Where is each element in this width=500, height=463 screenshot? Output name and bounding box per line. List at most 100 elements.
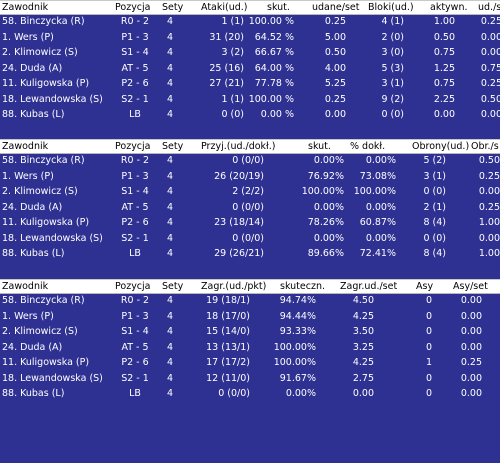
cell-sets: 4	[166, 310, 174, 322]
cell-accuracy: 0.00%	[365, 201, 396, 213]
table-row[interactable]: 58. Binczycka (R) R0 - 2 4 19 (18/1) 94.74% 4…	[0, 294, 500, 310]
cell-player-name: 58. Binczycka (R)	[2, 155, 85, 166]
cell-activity: 0.50	[433, 31, 455, 43]
cell-sets: 4	[166, 372, 174, 384]
table-row[interactable]: 1. Wers (P) P1 - 3 4 26 (20/19) 76.92% 73.08%…	[0, 170, 500, 186]
col-header-efficiency[interactable]: skut.	[267, 2, 290, 13]
cell-position: LB	[129, 248, 141, 259]
cell-aces: 0	[425, 388, 432, 399]
col-header-blocks-per-set[interactable]: ud./s	[478, 2, 500, 13]
cell-blocks-per-set: 0.00	[480, 31, 500, 43]
col-header-serves-per-set[interactable]: Zagr.ud./set	[340, 281, 398, 292]
cell-player-name: 24. Duda (A)	[2, 201, 63, 213]
table-row[interactable]: 24. Duda (A) AT - 5 4 13 (13/1) 100.00% 3.25 0…	[0, 341, 500, 357]
col-header-player[interactable]: Zawodnik	[2, 141, 49, 152]
cell-serves: 19 (18/1)	[206, 295, 250, 306]
table-row[interactable]: 18. Lewandowska (S) S2 - 1 4 12 (11/0) 91.67…	[0, 372, 500, 388]
reception-table: Zawodnik Pozycja Sety Przyj.(ud./dokł.) …	[0, 139, 500, 272]
col-header-digs-per-set[interactable]: Obr./s	[471, 141, 499, 152]
table-header[interactable]: Zawodnik Pozycja Sety Przyj.(ud./dokł.) …	[0, 139, 500, 154]
table-header[interactable]: Zawodnik Pozycja Sety Zagr.(ud./pkt) sku…	[0, 279, 500, 294]
cell-aces-per-set: 0.00	[460, 326, 482, 337]
table-row[interactable]: 2. Klimowicz (S) S1 - 4 4 3 (2) 66.67 % 0.50 3…	[0, 46, 500, 62]
cell-blocks: 2 (0)	[381, 31, 404, 43]
cell-sets: 4	[166, 31, 174, 43]
cell-sets: 4	[166, 186, 174, 197]
attack-table: Zawodnik Pozycja Sety Ataki(ud.) skut. u…	[0, 0, 500, 133]
cell-digs-per-set: 1.00	[478, 217, 500, 228]
table-row[interactable]: 1. Wers (P) P1 - 3 4 18 (17/0) 94.44% 4.25 0 0.…	[0, 310, 500, 326]
col-header-receptions[interactable]: Przyj.(ud./dokł.)	[201, 141, 276, 152]
table-row[interactable]: 11. Kuligowska (P) P2 - 6 4 23 (18/14) 78.26…	[0, 216, 500, 232]
cell-player-name: 1. Wers (P)	[2, 310, 54, 322]
col-header-player[interactable]: Zawodnik	[2, 2, 49, 13]
col-header-sets[interactable]: Sety	[162, 2, 184, 13]
cell-aces-per-set: 0.00	[460, 295, 482, 306]
col-header-position[interactable]: Pozycja	[115, 141, 151, 152]
table-row[interactable]: 11. Kuligowska (P) P2 - 6 4 17 (17/2) 100.00…	[0, 356, 500, 372]
table-row[interactable]: 1. Wers (P) P1 - 3 4 31 (20) 64.52 % 5.00 2 (0…	[0, 31, 500, 47]
col-header-success-per-set[interactable]: udane/set	[312, 2, 360, 13]
table-row[interactable]: 2. Klimowicz (S) S1 - 4 4 15 (14/0) 93.33% 3.…	[0, 325, 500, 341]
col-header-digs[interactable]: Obrony(ud.)	[412, 141, 470, 152]
cell-serves-per-set: 3.50	[352, 326, 374, 337]
cell-blocks-per-set: 0.00	[480, 109, 500, 120]
cell-player-name: 1. Wers (P)	[2, 31, 54, 43]
cell-digs: 3 (1)	[423, 170, 446, 182]
cell-digs-per-set: 1.00	[478, 248, 500, 259]
cell-sets: 4	[166, 93, 174, 105]
col-header-sets[interactable]: Sety	[162, 281, 184, 292]
cell-receptions: 0 (0/0)	[232, 232, 264, 244]
table-row[interactable]: 18. Lewandowska (S) S2 - 1 4 1 (1) 100.00 % 0…	[0, 93, 500, 109]
cell-success-per-set: 0.25	[324, 93, 346, 105]
cell-efficiency: 76.92%	[307, 170, 344, 182]
cell-blocks: 4 (1)	[381, 16, 404, 27]
table-row[interactable]: 2. Klimowicz (S) S1 - 4 4 2 (2/2) 100.00% 100…	[0, 185, 500, 201]
table-row[interactable]: 88. Kubas (L) LB 4 0 (0/0) 0.00% 0.00 0 0.00	[0, 387, 500, 403]
table-row[interactable]: 58. Binczycka (R) R0 - 2 4 0 (0/0) 0.00% 0.00…	[0, 154, 500, 170]
col-header-serves[interactable]: Zagr.(ud./pkt)	[201, 281, 267, 292]
table-row[interactable]: 88. Kubas (L) LB 4 29 (26/21) 89.66% 72.41% 8 …	[0, 247, 500, 263]
table-row[interactable]: 24. Duda (A) AT - 5 4 25 (16) 64.00 % 4.00 5 (…	[0, 62, 500, 78]
col-header-position[interactable]: Pozycja	[115, 281, 151, 292]
cell-success-per-set: 5.00	[324, 31, 346, 43]
cell-serves-per-set: 3.25	[352, 341, 374, 353]
cell-player-name: 88. Kubas (L)	[2, 109, 65, 120]
cell-success-per-set: 0.25	[324, 16, 346, 27]
cell-player-name: 18. Lewandowska (S)	[2, 372, 103, 384]
col-header-efficiency[interactable]: skut.	[308, 141, 331, 152]
col-header-aces[interactable]: Asy	[416, 281, 434, 292]
col-header-blocks[interactable]: Bloki(ud.)	[368, 2, 414, 13]
cell-sets: 4	[166, 295, 174, 306]
cell-accuracy: 0.00%	[365, 155, 396, 166]
cell-serves: 12 (11/0)	[206, 372, 250, 384]
col-header-position[interactable]: Pozycja	[115, 2, 151, 13]
cell-serves-per-set: 4.25	[352, 310, 374, 322]
table-row[interactable]: 18. Lewandowska (S) S2 - 1 4 0 (0/0) 0.00% 0.…	[0, 232, 500, 248]
col-header-activity[interactable]: aktywn.	[430, 2, 468, 13]
cell-blocks-per-set: 0.25	[480, 16, 500, 27]
cell-digs: 8 (4)	[423, 248, 446, 259]
col-header-accuracy[interactable]: % dokł.	[350, 141, 386, 152]
cell-success-per-set: 0.00	[324, 109, 346, 120]
cell-position: P2 - 6	[121, 357, 149, 368]
cell-player-name: 2. Klimowicz (S)	[2, 186, 78, 197]
cell-player-name: 58. Binczycka (R)	[2, 295, 85, 306]
table-header[interactable]: Zawodnik Pozycja Sety Ataki(ud.) skut. u…	[0, 0, 500, 15]
cell-efficiency: 64.00 %	[254, 62, 294, 74]
cell-effectiveness: 0.00%	[285, 388, 316, 399]
col-header-sets[interactable]: Sety	[162, 141, 184, 152]
col-header-aces-per-set[interactable]: Asy/set	[453, 281, 488, 292]
cell-accuracy: 72.41%	[359, 248, 396, 259]
col-header-effectiveness[interactable]: skuteczn.	[280, 281, 325, 292]
table-row[interactable]: 58. Binczycka (R) R0 - 2 4 1 (1) 100.00 % 0.2…	[0, 15, 500, 31]
cell-aces: 0	[425, 341, 432, 353]
cell-blocks: 3 (1)	[381, 78, 404, 89]
col-header-player[interactable]: Zawodnik	[2, 281, 49, 292]
col-header-attacks[interactable]: Ataki(ud.)	[201, 2, 248, 13]
table-row[interactable]: 88. Kubas (L) LB 4 0 (0) 0.00 % 0.00 0 (0) 0.00…	[0, 108, 500, 124]
table-row[interactable]: 11. Kuligowska (P) P2 - 6 4 27 (21) 77.78 % 5…	[0, 77, 500, 93]
cell-position: S2 - 1	[121, 372, 149, 384]
cell-serves: 0 (0/0)	[218, 388, 250, 399]
table-row[interactable]: 24. Duda (A) AT - 5 4 0 (0/0) 0.00% 0.00% 2 (1…	[0, 201, 500, 217]
